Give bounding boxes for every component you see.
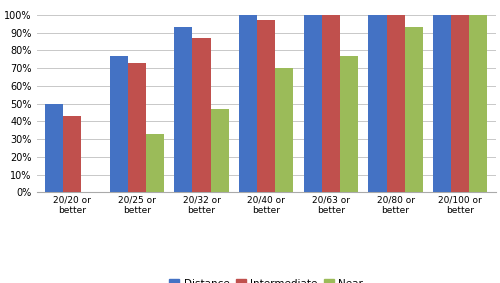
Bar <box>386 15 404 192</box>
Bar <box>174 27 192 192</box>
Bar <box>192 38 210 192</box>
Bar <box>110 56 128 192</box>
Bar <box>322 15 340 192</box>
Bar <box>146 134 164 192</box>
Bar <box>304 15 322 192</box>
Bar <box>451 15 469 192</box>
Bar <box>470 15 488 192</box>
Bar <box>63 116 81 192</box>
Bar <box>275 68 293 192</box>
Bar <box>239 15 257 192</box>
Legend: Distance, Intermediate, Near: Distance, Intermediate, Near <box>167 277 366 283</box>
Bar <box>404 27 422 192</box>
Bar <box>368 15 386 192</box>
Bar <box>45 104 63 192</box>
Bar <box>210 109 228 192</box>
Bar <box>433 15 451 192</box>
Bar <box>128 63 146 192</box>
Bar <box>340 56 358 192</box>
Bar <box>257 20 275 192</box>
